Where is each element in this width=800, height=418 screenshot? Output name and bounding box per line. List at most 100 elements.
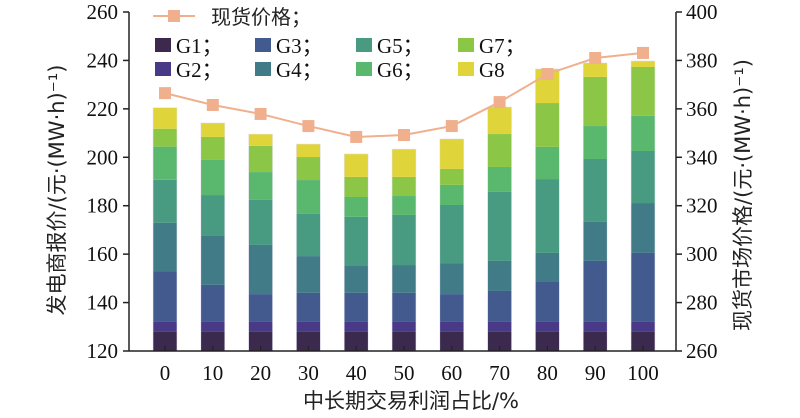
x-tick-label: 70 [489,361,510,385]
bar-segment-g3-80 [535,281,560,322]
x-axis-title: 中长期交易利润占比/% [303,389,519,413]
spot-price-line-layer [159,46,649,143]
bar-segment-g2-70 [487,321,512,332]
bar-stack-40 [343,153,369,352]
left-tick-label: 160 [87,242,119,266]
spot-price-marker-0 [159,87,171,100]
legend-marker-swatch [168,10,180,22]
bar-segment-g3-20 [248,294,273,322]
left-tick-label: 200 [87,145,119,169]
left-tick-label: 120 [87,339,119,363]
legend-item-g8: G8 [458,58,505,82]
bars-layer [152,60,656,352]
bar-segment-g4-90 [583,221,608,261]
legend-item-spot-price: 现货价格； [153,5,311,29]
bar-segment-g3-50 [392,292,416,322]
bar-segment-g5-10 [200,195,225,236]
legend-label-g2: G2； [176,58,223,82]
bar-segment-g5-90 [583,158,608,222]
bar-segment-g8-100 [631,60,655,67]
bar-segment-g2-10 [200,321,225,332]
x-tick-label: 80 [537,361,558,385]
bar-segment-g3-10 [200,284,225,322]
bar-segment-g4-80 [535,252,560,282]
right-tick-label: 340 [686,145,718,169]
bar-segment-g1-20 [248,331,273,351]
axes-layer [128,12,677,352]
bar-segment-g1-40 [344,331,369,351]
bar-segment-g2-30 [296,321,321,332]
spot-price-marker-50 [398,129,410,142]
left-tick-label: 180 [87,194,119,218]
bar-segment-g6-90 [583,126,608,159]
left-tick-label: 220 [87,97,119,121]
bar-stack-20 [248,133,273,352]
legend-item-g4: G4； [255,58,323,82]
x-tick-label: 10 [202,361,223,385]
bar-segment-g5-80 [535,179,560,253]
spot-price-marker-60 [445,120,458,133]
bar-segment-g5-40 [344,216,369,267]
bar-segment-g7-20 [248,145,273,173]
legend-swatch-g1 [155,38,171,52]
bar-segment-g6-20 [248,172,273,200]
right-tick-label: 380 [686,48,718,72]
bar-segment-g4-20 [248,244,273,295]
bar-segment-g5-100 [631,150,655,204]
spot-price-marker-40 [350,130,363,143]
bar-segment-g1-50 [392,331,416,351]
legend-label-g1: G1； [176,34,223,58]
legend-label-spot-price: 现货价格； [211,5,311,29]
bar-segment-g4-70 [487,260,512,291]
bar-segment-g6-70 [487,166,512,192]
x-tick-label: 40 [346,361,367,385]
bar-segment-g4-30 [296,256,321,293]
bar-segment-g3-100 [631,252,655,322]
bar-segment-g7-10 [200,136,225,160]
bar-segment-g3-40 [344,292,369,322]
x-tick-label: 50 [394,361,415,385]
legend-label-g5: G5； [377,34,424,58]
bar-segment-g1-90 [583,331,608,351]
bar-stack-90 [582,62,608,352]
bar-segment-g4-100 [631,203,655,253]
bar-segment-g7-50 [392,176,416,197]
legend-swatch-g2 [155,62,171,76]
bar-stack-70 [487,106,512,352]
bar-segment-g7-90 [583,76,608,127]
spot-price-marker-70 [493,96,506,109]
bar-segment-g2-80 [535,321,560,332]
bar-stack-30 [296,143,321,352]
bar-stack-10 [200,122,226,352]
bar-segment-g6-100 [631,115,655,151]
bar-segment-g8-30 [296,143,321,158]
bar-segment-g5-70 [487,191,512,261]
bar-stack-60 [439,138,465,352]
left-y-axis-title: 发电商报价/(元·(MW·h)⁻¹) [45,65,69,316]
right-tick-label: 320 [686,194,718,218]
right-tick-label: 280 [686,291,718,315]
bar-segment-g1-0 [153,331,177,351]
x-tick-label: 100 [627,361,659,385]
bar-segment-g5-20 [248,199,273,245]
bar-segment-g7-0 [153,128,177,147]
legend-swatch-g7 [458,38,474,52]
legend-label-g4: G4； [276,58,323,82]
x-tick-label: 0 [160,361,171,385]
bar-segment-g5-60 [439,204,464,264]
right-tick-label: 300 [686,242,718,266]
bar-segment-g6-50 [392,196,416,215]
bar-segment-g7-40 [344,176,369,197]
bar-segment-g1-100 [631,331,655,351]
bar-segment-g8-20 [248,134,273,146]
bar-segment-g7-60 [439,168,464,185]
bar-segment-g2-20 [248,321,273,332]
ticks-layer: 1201401601802002202402602602803003203403… [87,0,718,385]
right-y-axis-title: 现货市场价格/(元·(MW·h)⁻¹) [731,59,755,331]
legend-item-g5: G5； [356,34,424,58]
bar-segment-g8-70 [487,106,512,135]
legend-swatch-g5 [356,38,372,52]
bar-segment-g8-40 [344,153,369,177]
bar-segment-g6-0 [153,146,177,180]
bar-segment-g5-0 [153,179,177,223]
